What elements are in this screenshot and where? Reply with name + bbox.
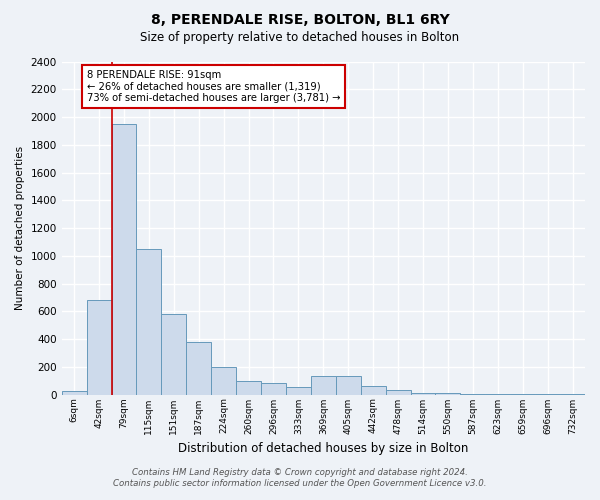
Bar (336, 376, 361, 394)
Text: 8 PERENDALE RISE: 91sqm
← 26% of detached houses are smaller (1,319)
73% of semi: 8 PERENDALE RISE: 91sqm ← 26% of detache… (86, 70, 340, 103)
X-axis label: Distribution of detached houses by size in Bolton: Distribution of detached houses by size … (178, 442, 469, 455)
Bar (186, 342, 211, 394)
Bar (361, 386, 386, 394)
Bar (236, 380, 261, 394)
Bar (261, 384, 286, 394)
Text: 8, PERENDALE RISE, BOLTON, BL1 6RY: 8, PERENDALE RISE, BOLTON, BL1 6RY (151, 12, 449, 26)
Y-axis label: Number of detached properties: Number of detached properties (15, 146, 25, 310)
Bar (86, 300, 112, 394)
Bar (62, 391, 86, 394)
Text: Contains HM Land Registry data © Crown copyright and database right 2024.
Contai: Contains HM Land Registry data © Crown c… (113, 468, 487, 487)
Bar (436, 393, 460, 394)
Bar (161, 314, 186, 394)
Text: Size of property relative to detached houses in Bolton: Size of property relative to detached ho… (140, 31, 460, 44)
Bar (311, 376, 336, 394)
Bar (286, 387, 311, 394)
Bar (211, 367, 236, 394)
Bar (386, 390, 410, 394)
Bar (136, 249, 161, 394)
Bar (112, 124, 136, 394)
Bar (410, 393, 436, 394)
